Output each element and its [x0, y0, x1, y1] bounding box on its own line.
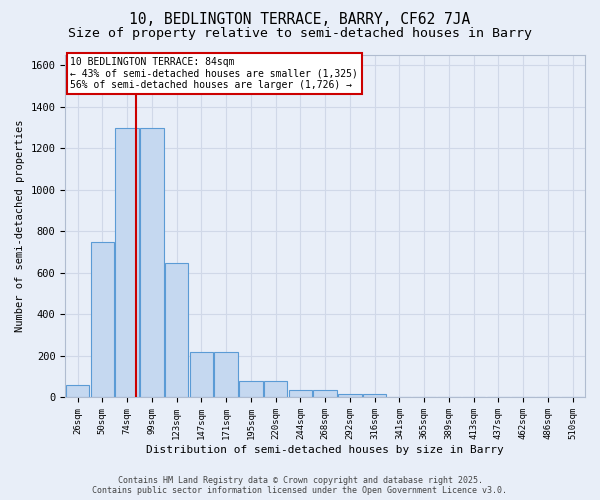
- Bar: [239, 381, 263, 398]
- Bar: [313, 390, 337, 398]
- Bar: [91, 242, 114, 398]
- Text: Size of property relative to semi-detached houses in Barry: Size of property relative to semi-detach…: [68, 28, 532, 40]
- Bar: [190, 352, 213, 398]
- Text: 10 BEDLINGTON TERRACE: 84sqm
← 43% of semi-detached houses are smaller (1,325)
5: 10 BEDLINGTON TERRACE: 84sqm ← 43% of se…: [70, 56, 358, 90]
- Text: Contains HM Land Registry data © Crown copyright and database right 2025.
Contai: Contains HM Land Registry data © Crown c…: [92, 476, 508, 495]
- Bar: [115, 128, 139, 398]
- Bar: [214, 352, 238, 398]
- Y-axis label: Number of semi-detached properties: Number of semi-detached properties: [15, 120, 25, 332]
- Bar: [165, 262, 188, 398]
- X-axis label: Distribution of semi-detached houses by size in Barry: Distribution of semi-detached houses by …: [146, 445, 504, 455]
- Bar: [140, 128, 164, 398]
- Text: 10, BEDLINGTON TERRACE, BARRY, CF62 7JA: 10, BEDLINGTON TERRACE, BARRY, CF62 7JA: [130, 12, 470, 28]
- Bar: [66, 385, 89, 398]
- Bar: [289, 390, 312, 398]
- Bar: [264, 381, 287, 398]
- Bar: [338, 394, 362, 398]
- Bar: [363, 394, 386, 398]
